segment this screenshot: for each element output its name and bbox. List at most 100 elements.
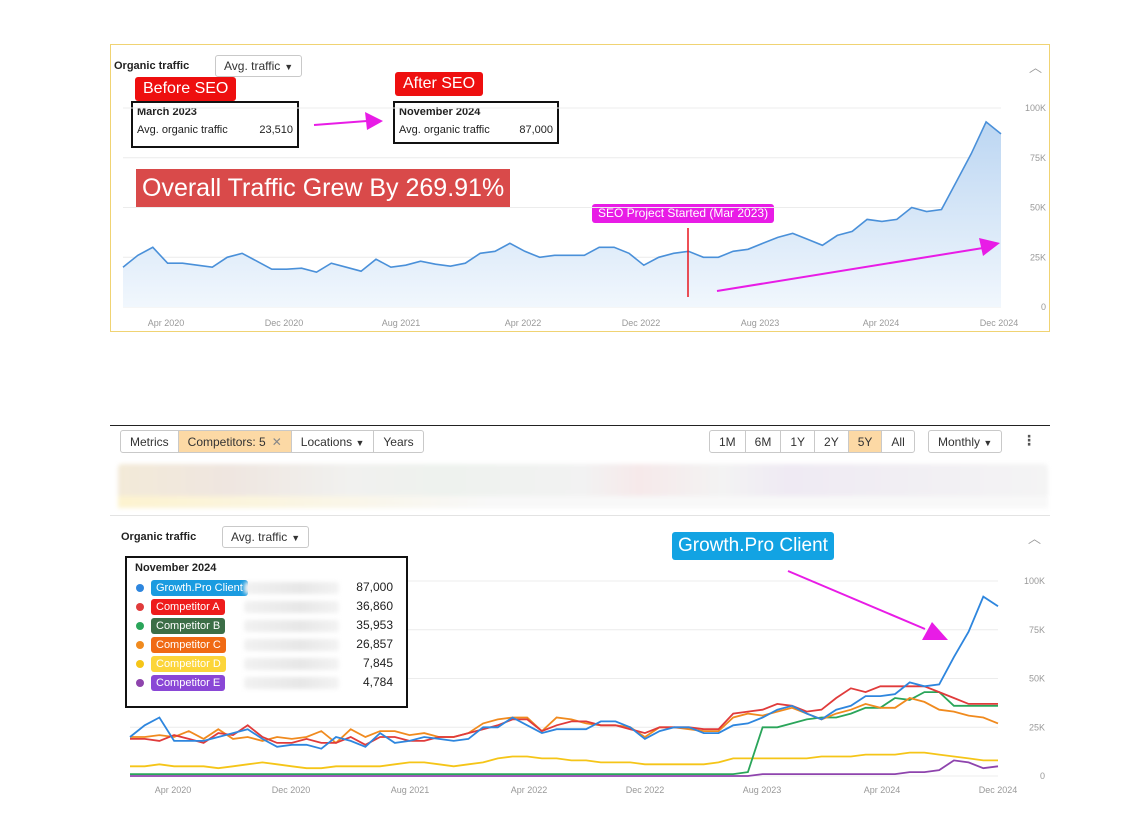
redacted-domain [244,677,339,689]
x-tick-label: Dec 2024 [979,785,1018,795]
after-date: November 2024 [399,106,481,118]
legend-item[interactable]: Growth.Pro Client 87,000 [134,579,404,597]
series-dot-icon [136,584,144,592]
dropdown-label: Avg. traffic [224,59,281,73]
y-tick-label: 100K [1024,576,1045,586]
redacted-domain [244,582,339,594]
filter-toolbar: Metrics Competitors: 5 ✕ Locations ▼ Year… [120,430,424,453]
dropdown-label: Avg. traffic [231,530,288,544]
series-line-competitor-e [130,759,999,777]
series-value: 87,000 [356,580,393,594]
series-dot-icon [136,641,144,649]
x-tick-label: Dec 2022 [626,785,665,795]
caret-down-icon: ▼ [284,62,294,72]
years-button[interactable]: Years [373,431,422,452]
range-button-6m[interactable]: 6M [744,431,781,452]
after-seo-tag: After SEO [395,72,484,96]
close-icon[interactable]: ✕ [271,435,282,449]
granularity-label: Monthly [938,435,981,449]
x-tick-label: Apr 2022 [505,318,542,328]
y-tick-label: 75K [1029,625,1045,635]
x-tick-label: Dec 2020 [265,318,304,328]
competitors-button[interactable]: Competitors: 5 ✕ [177,431,291,452]
range-button-2y[interactable]: 2Y [814,431,848,452]
client-growth-arrow [787,570,926,630]
x-tick-label: Dec 2022 [622,318,661,328]
series-value: 7,845 [362,656,393,670]
series-value: 4,784 [362,675,393,689]
x-tick-label: Apr 2020 [148,318,185,328]
caret-down-icon: ▼ [983,438,993,448]
growth-banner: Overall Traffic Grew By 269.91% [136,169,511,207]
redacted-domain [244,639,339,651]
arrow-head-icon [979,238,1000,256]
after-label: Avg. organic traffic [399,124,490,136]
seo-project-started-tag: SEO Project Started (Mar 2023) [592,204,775,223]
series-line-competitor-d [130,751,998,770]
series-name: Competitor D [151,656,226,672]
avg-traffic-dropdown[interactable]: Avg. traffic ▼ [215,55,303,77]
series-name: Growth.Pro Client [151,580,248,596]
divider [110,515,1050,516]
redacted-domain [244,658,339,670]
chevron-up-icon[interactable]: ︿ [1029,60,1043,75]
before-value: 23,510 [259,124,293,136]
range-button-all[interactable]: All [881,431,913,452]
chevron-up-icon[interactable]: ︿ [1028,531,1042,546]
y-tick-label: 0 [1040,771,1045,781]
range-selector: 1M 6M 1Y 2Y 5Y All [709,430,915,453]
after-value: 87,000 [519,124,553,136]
series-value: 36,860 [356,599,393,613]
y-tick-label: 0 [1041,302,1046,312]
caret-down-icon: ▼ [291,533,301,543]
series-value: 35,953 [356,618,393,632]
arrow-head-icon [365,112,383,130]
y-tick-label: 75K [1030,153,1046,163]
series-dot-icon [136,622,144,630]
y-tick-label: 50K [1029,674,1045,684]
before-label: Avg. organic traffic [137,124,228,136]
series-name: Competitor A [151,599,225,615]
locations-button[interactable]: Locations ▼ [290,431,374,452]
legend-item[interactable]: Competitor A 36,860 [134,598,404,616]
arrow-head-icon [922,622,948,640]
metrics-button[interactable]: Metrics [130,435,169,449]
range-button-1m[interactable]: 1M [719,435,736,449]
series-name: Competitor B [151,618,226,634]
x-tick-label: Dec 2020 [272,785,311,795]
avg-traffic-dropdown[interactable]: Avg. traffic ▼ [222,526,310,548]
growth-pro-client-tag: Growth.Pro Client [672,532,834,560]
legend-item[interactable]: Competitor D 7,845 [134,655,404,673]
legend-item[interactable]: Competitor C 26,857 [134,636,404,654]
y-tick-label: 25K [1030,252,1046,262]
blurred-metrics-strip [118,464,1048,508]
before-after-arrow [313,120,368,126]
series-name: Competitor C [151,637,226,653]
legend-item[interactable]: Competitor E 4,784 [134,674,404,692]
competitor-comparison-panel: Metrics Competitors: 5 ✕ Locations ▼ Year… [110,425,1050,801]
legend-box: November 2024 Growth.Pro Client 87,000 Com… [125,556,408,708]
y-tick-label: 100K [1025,103,1046,113]
legend-date: November 2024 [135,562,217,574]
before-seo-tag: Before SEO [135,77,237,101]
granularity-dropdown[interactable]: Monthly ▼ [928,430,1003,453]
range-button-5y[interactable]: 5Y [847,431,882,452]
redacted-domain [244,601,339,613]
y-tick-label: 50K [1030,203,1046,213]
series-name: Competitor E [151,675,226,691]
locations-label: Locations [300,435,353,449]
x-tick-label: Aug 2021 [382,318,421,328]
x-tick-label: Apr 2024 [864,785,901,795]
series-dot-icon [136,660,144,668]
competitors-label: Competitors: 5 [187,435,266,449]
before-date: March 2023 [137,106,197,118]
kebab-icon[interactable]: ⋮ [1022,432,1036,448]
x-tick-label: Dec 2024 [980,318,1019,328]
x-tick-label: Apr 2022 [511,785,548,795]
panel-title: Organic traffic [121,531,197,543]
growth-arrow [716,247,984,292]
before-info-box: March 2023 Avg. organic traffic 23,510 [131,101,299,148]
range-button-1y[interactable]: 1Y [780,431,814,452]
organic-traffic-panel: Organic traffic Avg. traffic ▼ ︿ Before S… [110,44,1050,332]
legend-item[interactable]: Competitor B 35,953 [134,617,404,635]
